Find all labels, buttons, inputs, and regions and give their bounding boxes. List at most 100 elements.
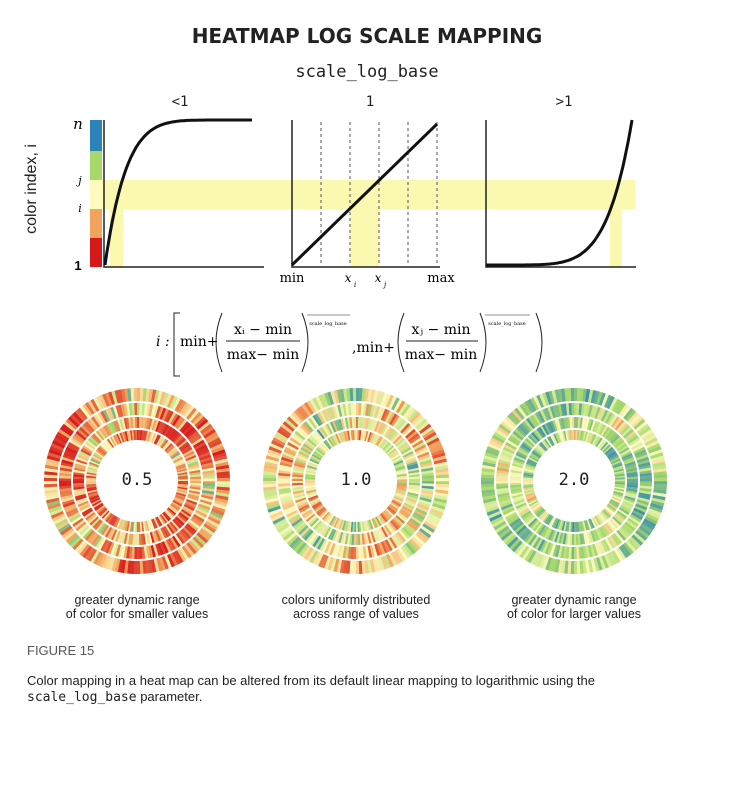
ring-cell <box>582 431 587 442</box>
ring-cell <box>115 405 122 418</box>
ring-cell <box>567 533 571 545</box>
ring-cell <box>520 443 532 452</box>
ring-cell <box>281 454 295 461</box>
ring-cell <box>533 448 543 456</box>
ring-cell <box>293 409 305 422</box>
ring-cell <box>352 430 355 441</box>
ring-cell <box>309 434 320 445</box>
ring-cell <box>365 532 370 545</box>
ring-cell <box>617 445 629 454</box>
ring-cell <box>486 445 500 454</box>
ring-cell <box>149 519 155 530</box>
y-tick-j: j <box>75 174 82 187</box>
ring-cell <box>621 452 633 460</box>
ring-cell <box>194 442 206 451</box>
ring-cell <box>392 534 402 546</box>
ring-cell <box>623 542 634 555</box>
ring-cell <box>309 398 319 412</box>
ring-cell <box>506 513 519 523</box>
ring-cell <box>90 434 101 445</box>
ring-cell <box>305 483 316 487</box>
ring-cell <box>600 409 609 422</box>
ring-cell <box>524 489 535 494</box>
ring-cell <box>394 533 405 545</box>
ring-cell <box>529 433 539 443</box>
ring-cell <box>538 524 546 536</box>
ring-cell <box>639 481 652 484</box>
ring-cell <box>56 520 70 531</box>
ring-cell <box>405 407 416 420</box>
ring-cell <box>269 510 283 519</box>
ring-cell <box>201 467 215 473</box>
ring-cell <box>170 520 180 531</box>
ring-cell <box>74 409 86 422</box>
ring-cell <box>585 404 591 417</box>
parameter-name: scale_log_base <box>295 62 439 82</box>
ring-cell <box>369 545 375 558</box>
ring-cell <box>545 514 553 525</box>
ring-cell <box>383 510 392 520</box>
ring-cell <box>496 478 509 481</box>
ring-cell <box>112 517 120 527</box>
ring-cell <box>543 527 551 539</box>
ring-cell <box>497 461 511 468</box>
ring-cell <box>593 529 601 541</box>
ring-cell <box>483 458 497 465</box>
ring-cell <box>373 530 380 542</box>
ring-cell <box>108 528 116 540</box>
ring-cell <box>101 524 109 536</box>
ring-cell <box>396 479 407 482</box>
ring-cell <box>312 535 322 548</box>
ring-cell <box>163 425 172 437</box>
formula-exponent-i: scale_log_base <box>309 321 346 327</box>
ring-cell <box>546 515 554 526</box>
ring-cell <box>510 478 522 481</box>
ring-cell <box>606 552 615 567</box>
ring-cell <box>63 530 76 541</box>
ring-cell <box>386 507 396 516</box>
ring-cell <box>638 492 651 498</box>
ring-cell <box>650 500 665 507</box>
ring-cell <box>612 463 623 469</box>
ring-cell <box>406 461 418 467</box>
ring-cell <box>568 521 572 532</box>
ring-cell <box>422 428 436 439</box>
ring-cell <box>635 421 648 432</box>
ring-cell <box>349 533 353 545</box>
ring-cell <box>120 545 126 558</box>
ring-cell <box>581 533 586 545</box>
ring-cell <box>291 517 303 527</box>
ring-cell <box>162 512 170 522</box>
ring-cell <box>161 556 169 570</box>
ring-cell <box>375 421 383 433</box>
ring-cell <box>405 459 417 465</box>
ring-cell <box>435 483 449 488</box>
ring-cell <box>202 478 215 482</box>
ring-cell <box>609 455 620 462</box>
ring-cell <box>308 461 319 467</box>
ring-cell <box>335 433 341 444</box>
ring-cell <box>367 519 372 531</box>
ring-cell <box>400 423 411 434</box>
ring-cell <box>653 477 667 482</box>
ring-cell <box>567 388 572 402</box>
ring-cell <box>584 532 590 544</box>
ring-cell <box>554 433 561 443</box>
ring-cell <box>335 518 341 529</box>
ring-cell <box>295 458 307 465</box>
ring-cell <box>128 403 133 416</box>
ring-cell <box>413 442 425 451</box>
ring-cell <box>524 490 535 496</box>
ring-cell <box>294 521 306 532</box>
ring-cell <box>625 492 637 497</box>
ring-cell <box>90 398 100 412</box>
ring-cell <box>510 432 523 443</box>
ring-cell <box>434 492 449 498</box>
ring-cell <box>324 392 332 406</box>
ring-cell <box>89 461 100 467</box>
ring-cell <box>528 498 538 505</box>
ring-cell <box>201 426 215 437</box>
ring-cell <box>81 507 93 515</box>
ring-cell <box>499 501 512 508</box>
ring-cell <box>596 438 605 448</box>
